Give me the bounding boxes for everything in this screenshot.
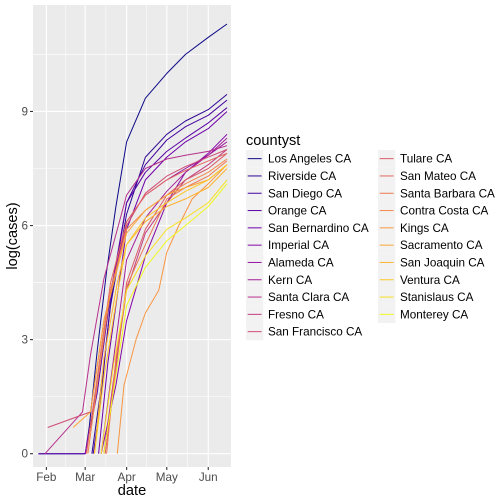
legend-label: Santa Clara CA <box>268 291 349 304</box>
legend-label: Orange CA <box>268 205 327 218</box>
legend-title: countyst <box>246 133 300 149</box>
legend-item: San Diego CA <box>246 185 342 202</box>
legend-item: Riverside CA <box>246 167 336 184</box>
legend-item: Stanislaus CA <box>378 288 474 305</box>
legend-label: Fresno CA <box>268 308 324 321</box>
legend-item: Orange CA <box>246 202 327 219</box>
legend-label: Riverside CA <box>268 170 336 183</box>
x-tick-label: Mar <box>75 471 95 484</box>
legend-label: San Bernardino CA <box>268 222 369 235</box>
legend-label: Santa Barbara CA <box>400 187 495 200</box>
x-axis-title: date <box>118 483 146 499</box>
legend-label: Kings CA <box>400 222 449 235</box>
legend-item: San Joaquin CA <box>378 254 485 271</box>
legend-label: Ventura CA <box>400 274 460 287</box>
legend-label: Los Angeles CA <box>268 153 351 166</box>
legend-label: Monterey CA <box>400 308 468 321</box>
legend-label: San Mateo CA <box>400 170 476 183</box>
x-tick-label: May <box>156 471 178 484</box>
legend-label: Imperial CA <box>268 239 329 252</box>
legend-item: Alameda CA <box>246 254 334 271</box>
legend-item: Fresno CA <box>246 306 324 323</box>
legend-item: Kings CA <box>378 219 449 236</box>
y-axis-title: log(cases) <box>5 202 21 269</box>
legend-item: Los Angeles CA <box>246 150 351 167</box>
legend-label: Tulare CA <box>400 153 452 166</box>
legend-item: Santa Clara CA <box>246 288 349 305</box>
legend-label: San Joaquin CA <box>400 257 485 270</box>
plot-panel <box>33 5 231 467</box>
legend-item: Tulare CA <box>378 150 452 167</box>
legend-item: Kern CA <box>246 271 312 288</box>
x-tick-label: Jun <box>199 471 218 484</box>
y-tick-label: 6 <box>21 220 28 233</box>
legend-item: Ventura CA <box>378 271 460 288</box>
legend-label: San Diego CA <box>268 187 342 200</box>
legend-label: Alameda CA <box>268 257 334 270</box>
legend-label: San Francisco CA <box>268 326 362 339</box>
y-tick-label: 3 <box>21 334 28 347</box>
legend-label: Stanislaus CA <box>400 291 474 304</box>
y-tick-label: 9 <box>21 105 28 118</box>
legend-label: Kern CA <box>268 274 312 287</box>
legend-label: Contra Costa CA <box>400 205 489 218</box>
legend-item: San Mateo CA <box>378 167 476 184</box>
legend-item: Monterey CA <box>378 306 468 323</box>
legend-item: Imperial CA <box>246 237 329 254</box>
legend-item: Sacramento CA <box>378 237 483 254</box>
legend-label: Sacramento CA <box>400 239 483 252</box>
y-tick-label: 0 <box>21 448 28 461</box>
x-tick-label: Feb <box>36 471 57 484</box>
legend-item: Contra Costa CA <box>378 202 489 219</box>
